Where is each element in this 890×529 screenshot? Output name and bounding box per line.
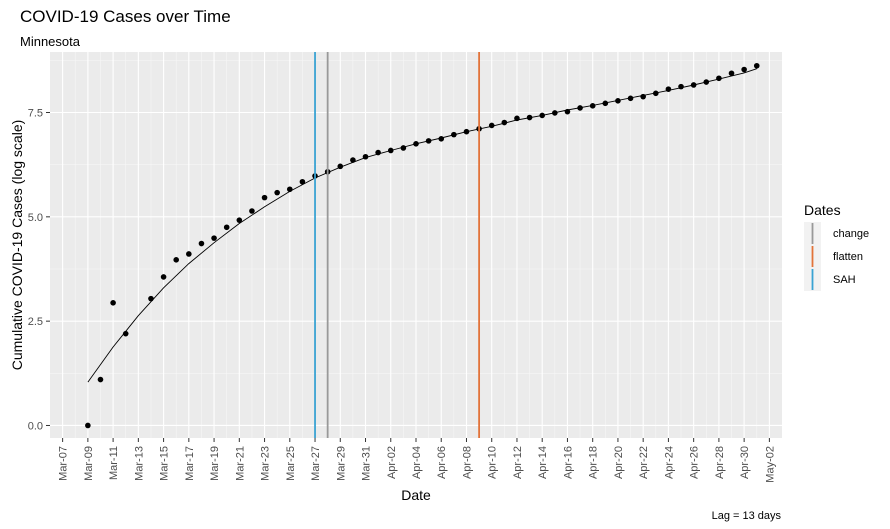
x-tick-label: Mar-11 [108,446,120,480]
x-tick-label: Mar-27 [310,446,322,481]
data-point [665,86,672,92]
data-point [97,376,104,383]
data-point [438,135,445,142]
data-point [690,82,697,88]
y-axis-title: Cumulative COVID-19 Cases (log scale) [9,120,25,371]
x-tick-label: Mar-23 [260,446,272,481]
x-axis: Mar-07 Mar-09 Mar-11 Mar-13 Mar-15 Mar-17 Mar-… [58,438,776,483]
x-tick-label: Apr-02 [386,446,398,479]
chart-subtitle: Minnesota [20,34,81,49]
data-point [716,75,722,82]
x-tick-label: Apr-10 [487,446,499,479]
data-point [741,66,747,73]
chart-title: COVID-19 Cases over Time [20,7,231,26]
data-point [501,119,508,126]
data-point [173,257,180,263]
data-point [110,299,116,306]
y-tick-label: 7.5 [28,108,43,120]
data-point [526,114,533,121]
data-point [451,131,457,138]
data-point [488,122,495,129]
x-tick-label: Apr-06 [436,446,448,479]
data-point [286,186,293,193]
data-point [148,295,154,302]
data-point [728,70,735,77]
x-tick-label: Mar-07 [58,446,70,481]
data-point [589,103,596,109]
y-axis: 0.0 2.5 5.0 7.5 [28,108,50,432]
x-tick-label: Apr-28 [714,446,726,479]
x-tick-label: Apr-22 [638,446,650,479]
data-point [160,274,167,280]
data-point [564,108,571,115]
legend-label-sah: SAH [833,274,856,286]
x-tick-label: Mar-17 [184,446,196,481]
data-point [463,128,470,135]
data-point [602,100,609,107]
data-point [223,224,230,231]
x-tick-label: Mar-21 [234,446,246,481]
data-point [249,208,255,214]
x-tick-label: Apr-16 [562,446,574,479]
x-tick-label: Apr-08 [461,446,473,479]
x-tick-label: Mar-25 [285,446,297,481]
x-tick-label: Apr-24 [663,446,675,479]
data-point [261,194,268,201]
data-point [274,189,280,196]
data-point [400,145,407,151]
data-point [678,83,684,90]
data-point [652,90,659,97]
data-point [375,149,381,156]
vlines-layer [314,52,481,438]
data-point [236,217,243,223]
y-tick-label: 2.5 [28,316,43,328]
data-point [514,115,520,122]
x-tick-label: Mar-19 [209,446,221,481]
data-point [577,105,583,111]
x-tick-label: Apr-30 [739,446,751,479]
data-point [425,138,432,144]
data-point [337,163,344,170]
data-point [413,141,419,147]
caption: Lag = 13 days [712,510,782,522]
data-point [539,112,546,119]
data-point [703,79,710,85]
data-point [387,147,394,154]
data-point [627,95,634,102]
y-tick-label: 0.0 [28,420,43,432]
x-tick-label: Mar-09 [83,446,95,481]
data-point [640,93,646,100]
x-tick-label: Mar-31 [361,446,373,481]
data-point [122,330,129,337]
data-point [198,240,205,247]
data-point [615,98,621,104]
data-point [753,62,760,69]
data-point [211,235,217,241]
data-point [350,157,356,163]
x-tick-label: Apr-04 [411,446,423,479]
x-tick-label: Mar-29 [335,446,347,481]
legend: Dates change flatten SAH [804,202,869,291]
x-tick-label: Apr-20 [613,446,625,479]
grid-major [50,52,782,438]
data-point [85,422,91,429]
y-tick-label: 5.0 [28,212,43,224]
legend-title: Dates [804,202,841,218]
data-point [362,153,369,160]
x-tick-label: May-02 [764,446,776,483]
x-tick-label: Apr-18 [588,446,600,479]
x-tick-label: Mar-15 [159,446,171,481]
x-tick-label: Apr-26 [689,446,701,479]
data-point [552,110,558,116]
x-tick-label: Apr-12 [512,446,524,479]
data-point [186,251,192,257]
x-axis-title: Date [401,487,431,503]
legend-keys: change flatten SAH [804,222,869,291]
legend-label-change: change [833,228,869,240]
x-tick-label: Apr-14 [537,446,549,479]
legend-label-flatten: flatten [833,251,863,263]
data-point [299,178,306,185]
x-tick-label: Mar-13 [133,446,145,481]
